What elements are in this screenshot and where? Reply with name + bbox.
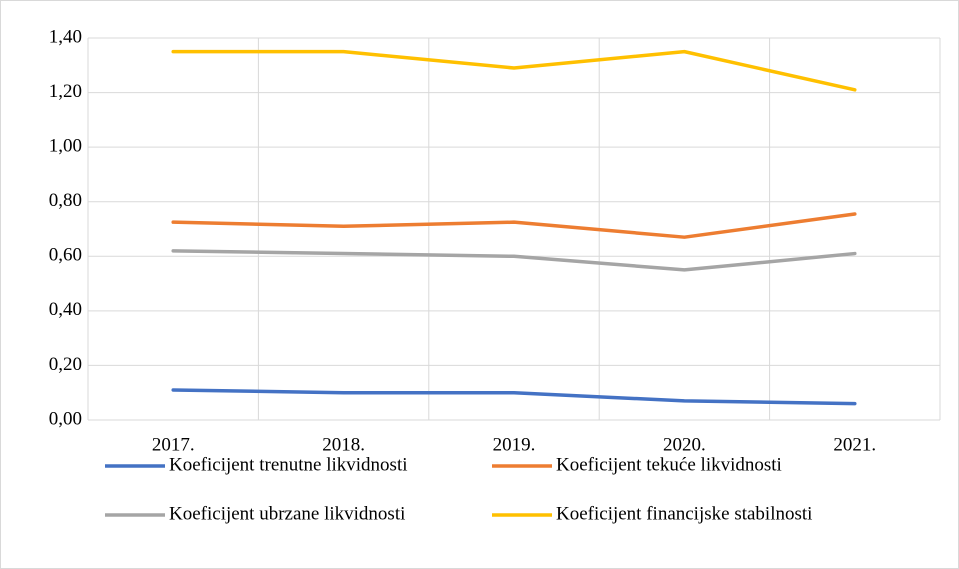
legend-label: Koeficijent tekuće likvidnosti	[556, 454, 782, 475]
x-tick-label: 2019.	[493, 434, 536, 455]
y-tick-label: 0,20	[49, 354, 82, 375]
legend-label: Koeficijent ubrzane likvidnosti	[169, 503, 405, 524]
y-tick-label: 1,20	[49, 81, 82, 102]
y-tick-label: 1,40	[49, 26, 82, 47]
y-tick-label: 0,40	[49, 299, 82, 320]
x-tick-label: 2018.	[322, 434, 365, 455]
x-tick-label: 2021.	[833, 434, 876, 455]
y-tick-label: 1,00	[49, 136, 82, 157]
legend-label: Koeficijent trenutne likvidnosti	[169, 454, 408, 475]
legend-label: Koeficijent financijske stabilnosti	[556, 503, 812, 524]
series-line	[171, 49, 857, 92]
y-tick-label: 0,80	[49, 190, 82, 211]
x-tick-label: 2017.	[152, 434, 195, 455]
series-line	[171, 249, 857, 272]
y-tick-label: 0,60	[49, 245, 82, 266]
y-tick-label: 0,00	[49, 408, 82, 429]
x-tick-label: 2020.	[663, 434, 706, 455]
series-line	[171, 388, 857, 406]
series-line	[171, 212, 857, 239]
